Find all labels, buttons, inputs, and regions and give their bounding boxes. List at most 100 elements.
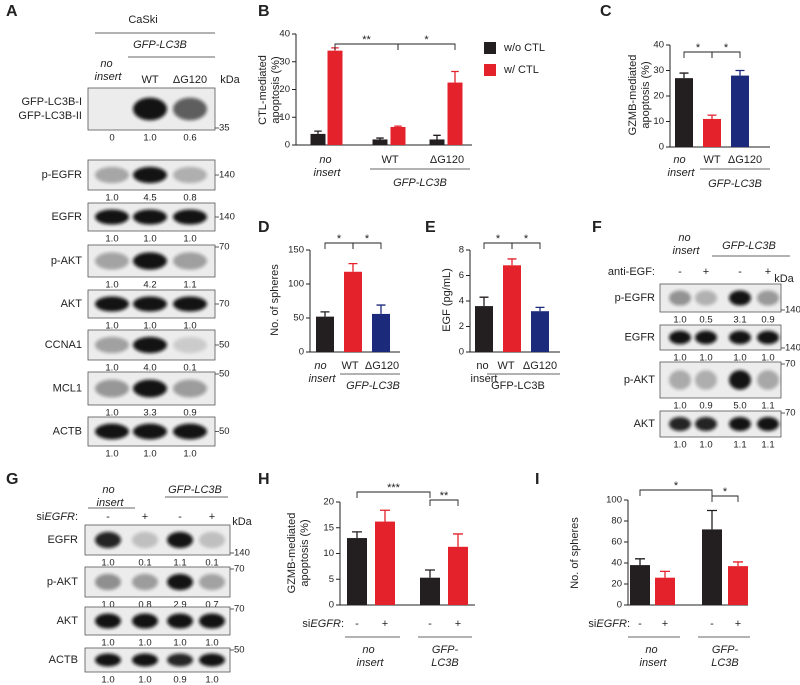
significance-label: ** — [440, 490, 449, 502]
quantification: 1.0 — [143, 449, 156, 460]
y-tick-label: 60 — [611, 537, 622, 548]
y-tick-label: 20 — [611, 579, 622, 590]
legend-swatch — [484, 64, 496, 76]
quantification: 4.5 — [143, 193, 156, 204]
band — [133, 296, 167, 312]
y-tick-label: 0 — [299, 347, 304, 358]
y-tick-label: 2 — [459, 321, 464, 332]
band — [173, 296, 207, 312]
band — [95, 653, 121, 667]
y-axis-label: apoptosis (%) — [640, 61, 652, 128]
bar — [347, 538, 367, 605]
row-label: AKT — [61, 298, 83, 310]
band — [695, 416, 717, 432]
band — [95, 531, 121, 549]
bar — [448, 546, 468, 605]
bar — [531, 311, 549, 352]
y-tick-label: 30 — [279, 56, 290, 67]
quantification: 0.9 — [761, 315, 774, 326]
bar — [503, 265, 521, 352]
y-tick-label: 20 — [279, 84, 290, 95]
band — [167, 531, 193, 549]
bar — [655, 577, 675, 605]
bar — [429, 139, 445, 145]
x-prefix: siEGFR: — [588, 618, 630, 630]
x-tick-label: ΔG120 — [523, 360, 557, 372]
error-bar — [451, 70, 459, 83]
blot-header: anti-EGF: — [608, 266, 655, 278]
panel-label: A — [6, 3, 18, 20]
legend-label: w/o CTL — [503, 42, 545, 54]
band — [729, 330, 751, 345]
error-bar — [394, 125, 402, 127]
band — [132, 573, 158, 591]
x-tick-label: no insert — [357, 644, 385, 669]
quantification: 1.0 — [101, 558, 114, 569]
quantification: 0.7 — [205, 600, 218, 611]
significance-bracket — [711, 51, 741, 58]
band — [95, 573, 121, 591]
x-tick-label: ΔG120 — [365, 360, 399, 372]
error-bar — [352, 531, 362, 539]
band — [95, 613, 121, 629]
quantification: 0.5 — [699, 315, 712, 326]
row-label: p-AKT — [624, 374, 655, 386]
band — [95, 296, 129, 312]
band — [133, 252, 167, 270]
band — [133, 379, 167, 398]
y-tick-label: 10 — [653, 116, 664, 127]
band — [199, 613, 225, 629]
significance-label: *** — [387, 482, 401, 494]
significance-label: * — [496, 233, 501, 245]
sign: + — [455, 618, 461, 630]
y-tick-label: 20 — [323, 497, 334, 508]
size-marker: 70 — [234, 604, 245, 615]
band — [95, 166, 129, 184]
band — [133, 209, 167, 225]
quantification: 1.1 — [761, 440, 774, 451]
y-tick-label: 5 — [329, 574, 334, 585]
significance-bracket — [397, 43, 456, 50]
blot-header: GFP-LC3B — [168, 484, 222, 496]
error-bar — [314, 130, 322, 134]
band — [132, 653, 158, 667]
quantification: 0.9 — [699, 401, 712, 412]
quantification: 1.1 — [761, 401, 774, 412]
y-tick-label: 8 — [459, 245, 464, 256]
x-tick-label: GFP-LC3B — [711, 644, 739, 669]
band — [95, 423, 129, 440]
sign: - — [710, 618, 714, 630]
band — [173, 252, 207, 270]
band — [173, 209, 207, 225]
panel-label: C — [600, 3, 612, 20]
band — [199, 653, 225, 667]
quantification: 1.0 — [673, 353, 686, 364]
panel-label: B — [258, 3, 270, 20]
band — [167, 613, 193, 629]
size-marker: 140 — [234, 548, 250, 559]
quantification: 1.0 — [733, 353, 746, 364]
sign: + — [662, 618, 668, 630]
significance-bracket — [429, 499, 459, 506]
y-tick-label: 0 — [459, 347, 464, 358]
quantification: 1.0 — [143, 321, 156, 332]
quantification: 0.9 — [183, 408, 196, 419]
band — [132, 531, 158, 549]
size-marker: 50 — [219, 340, 230, 351]
quantification: 1.0 — [105, 234, 118, 245]
error-bar — [433, 134, 441, 140]
group-label: GFP-LC3B — [346, 380, 400, 392]
row-label: MCL1 — [53, 382, 82, 394]
sign: + — [735, 618, 741, 630]
band — [95, 336, 129, 354]
blot-header: GFP-LC3B — [722, 240, 776, 252]
quantification: 1.0 — [205, 675, 218, 685]
error-bar — [348, 262, 358, 272]
x-tick-label: no insert — [668, 154, 696, 179]
blot-header: kDa — [232, 516, 252, 528]
band — [729, 370, 751, 390]
band — [173, 97, 207, 121]
row-label: p-EGFR — [42, 169, 82, 181]
blot-header: siEGFR: — [36, 511, 78, 523]
quantification: 1.0 — [183, 234, 196, 245]
